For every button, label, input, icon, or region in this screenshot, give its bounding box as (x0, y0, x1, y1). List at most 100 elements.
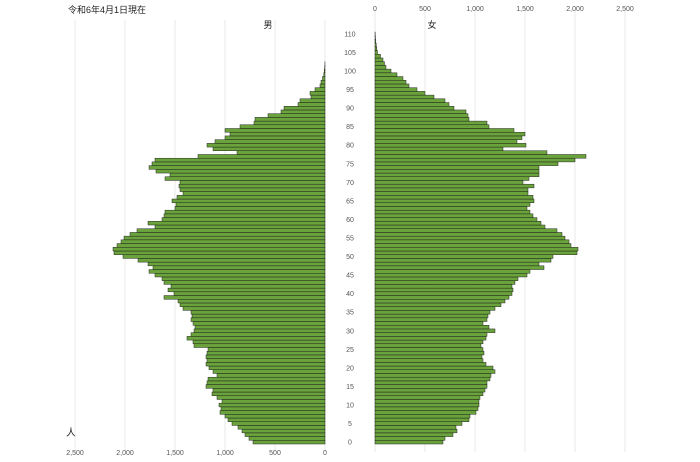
age-label: 75 (346, 161, 354, 168)
male-bar-age-73 (155, 169, 326, 174)
female-bar-age-64 (374, 202, 531, 207)
male-bar-age-82 (224, 135, 326, 140)
female-bar-age-95 (374, 87, 418, 92)
male-bar-age-57 (136, 228, 326, 233)
female-bar-age-27 (374, 339, 484, 345)
female-bar-age-29 (374, 332, 488, 337)
x-tick-label-female: 0 (373, 6, 377, 13)
female-bar-age-21 (374, 362, 487, 367)
age-label: 65 (346, 198, 354, 205)
male-bar-age-11 (221, 399, 326, 404)
male-bar-age-9 (220, 406, 326, 411)
female-bar-age-4 (374, 425, 457, 430)
female-bar-age-23 (374, 354, 483, 359)
male-bar-age-18 (216, 373, 326, 378)
male-bar-age-38 (177, 299, 326, 304)
male-bar-age-15 (205, 384, 326, 389)
male-bar-age-8 (219, 410, 326, 415)
female-bar-age-11 (374, 399, 480, 404)
male-bar-age-37 (179, 302, 326, 307)
age-label: 80 (346, 143, 354, 150)
female-bar-age-37 (374, 302, 502, 307)
age-label: 10 (346, 403, 354, 410)
male-bar-age-36 (182, 306, 326, 311)
male-bar-age-27 (192, 339, 326, 345)
age-label: 105 (344, 50, 356, 57)
female-bar-age-8 (374, 410, 477, 415)
female-bar-age-34 (374, 313, 489, 319)
female-bar-age-60 (374, 217, 538, 222)
male-bar-age-78 (236, 150, 326, 155)
male-bar-age-39 (163, 295, 326, 300)
female-bar-age-58 (374, 224, 546, 229)
male-bar-age-32 (192, 321, 326, 326)
male-bar-age-69 (178, 183, 326, 189)
male-bar-age-3 (241, 428, 326, 434)
female-bar-age-80 (374, 143, 527, 148)
male-bar-age-59 (147, 221, 326, 226)
x-tick-label-female: 2,000 (566, 6, 584, 13)
male-bar-age-40 (173, 291, 326, 296)
female-bar-age-47 (374, 265, 545, 270)
x-tick-label-male: 2,000 (116, 450, 134, 457)
male-bar-age-54 (120, 239, 326, 244)
male-bar-age-80 (206, 143, 326, 148)
male-bar-age-92 (299, 98, 326, 103)
male-bar-age-10 (218, 402, 326, 408)
female-bar-age-49 (374, 258, 552, 263)
male-bar-age-66 (176, 195, 326, 200)
age-label: 40 (346, 291, 354, 298)
female-bar-age-84 (374, 128, 515, 133)
female-bar-age-52 (374, 247, 579, 252)
x-tick-label-male: 2,500 (66, 450, 84, 457)
male-bar-age-64 (175, 202, 326, 207)
female-bar-age-51 (374, 250, 578, 255)
male-bar-age-79 (212, 146, 326, 151)
age-label: 5 (348, 421, 352, 428)
female-bar-age-14 (374, 388, 486, 393)
male-bar-age-94 (309, 91, 326, 96)
female-bar-age-97 (374, 80, 407, 85)
age-label: 85 (346, 124, 354, 131)
female-bar-age-101 (374, 65, 387, 70)
female-bar-age-19 (374, 369, 496, 374)
female-bar-age-108 (374, 39, 377, 44)
male-bar-age-72 (169, 172, 326, 177)
male-bar-age-19 (212, 369, 326, 374)
female-bar-age-16 (374, 380, 488, 385)
female-bar-age-81 (374, 139, 518, 144)
male-bar-age-29 (190, 332, 326, 337)
female-bar-age-31 (374, 325, 490, 330)
female-bar-age-83 (374, 131, 526, 137)
female-bar-age-33 (374, 317, 488, 322)
male-bar-age-93 (310, 94, 326, 100)
male-bar-age-6 (227, 417, 326, 422)
male-bar-age-67 (182, 191, 326, 196)
female-bar-age-1 (374, 436, 446, 441)
male-bar-age-88 (267, 113, 326, 118)
female-bar-age-78 (374, 150, 548, 155)
female-bar-age-26 (374, 343, 482, 348)
male-bar-age-91 (297, 102, 326, 107)
age-label: 100 (344, 68, 356, 75)
female-bar-age-45 (374, 273, 528, 278)
age-label: 25 (346, 347, 354, 354)
female-bar-age-30 (374, 328, 496, 333)
female-bar-age-87 (374, 117, 470, 122)
age-label: 30 (346, 328, 354, 335)
male-bar-age-20 (208, 365, 326, 370)
age-label: 55 (346, 236, 354, 243)
female-bar-age-72 (374, 172, 540, 177)
female-bar-age-100 (374, 68, 392, 74)
female-bar-age-86 (374, 120, 488, 126)
male-bar-age-22 (206, 358, 326, 363)
female-bar-age-13 (374, 391, 484, 396)
male-bar-age-89 (280, 109, 326, 114)
male-bar-age-58 (154, 224, 326, 229)
female-bar-age-96 (374, 83, 410, 88)
age-label: 35 (346, 310, 354, 317)
female-bar-age-103 (374, 57, 384, 62)
female-bar-age-48 (374, 261, 540, 267)
male-bar-age-99 (323, 72, 326, 77)
